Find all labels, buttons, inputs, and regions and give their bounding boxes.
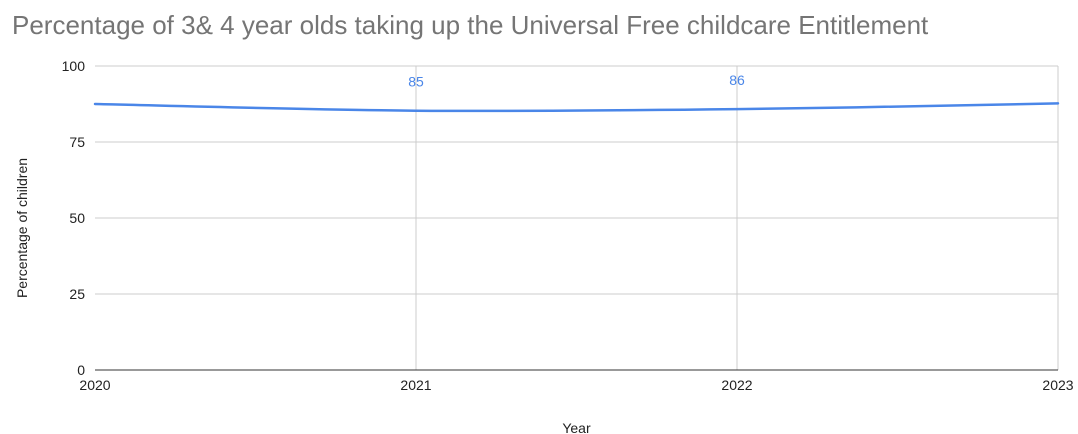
data-label-2022: 86: [729, 72, 745, 88]
x-tick-label-2022: 2022: [721, 377, 752, 393]
y-tick-label-0: 0: [77, 362, 85, 378]
x-tick-label-2021: 2021: [400, 377, 431, 393]
data-label-2021: 85: [408, 74, 424, 90]
series-layer: [93, 102, 1060, 113]
grid-lines: [95, 65, 1059, 370]
y-tick-label-75: 75: [69, 134, 85, 150]
y-axis-title: Percentage of children: [14, 158, 30, 298]
x-axis-ticks: 2020 2021 2022 2023: [79, 377, 1073, 393]
x-tick-label-2023: 2023: [1042, 377, 1073, 393]
y-axis-ticks: 0 25 50 75 100: [62, 58, 86, 378]
series-line-0: [93, 102, 1060, 113]
y-tick-label-100: 100: [62, 58, 86, 74]
x-axis-title: Year: [562, 420, 591, 434]
data-labels: 85 86: [408, 72, 745, 90]
chart-title: Percentage of 3& 4 year olds taking up t…: [12, 10, 929, 40]
y-tick-label-50: 50: [69, 210, 85, 226]
x-tick-label-2020: 2020: [79, 377, 110, 393]
y-tick-label-25: 25: [69, 286, 85, 302]
